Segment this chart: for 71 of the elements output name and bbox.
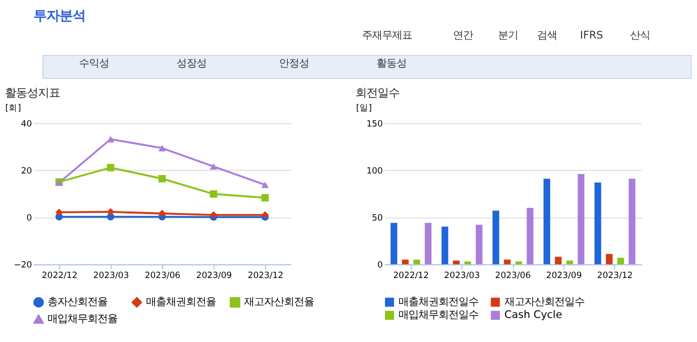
y-tick-label: 0: [377, 260, 383, 271]
chart-title: 회전일수: [356, 85, 400, 100]
x-tick-label: 2023/06: [495, 271, 531, 282]
text: 활동성: [376, 57, 407, 70]
legend-label: 재고자산회전율: [244, 296, 314, 308]
y-tick-label: 20: [21, 166, 32, 177]
bar: [390, 222, 398, 264]
text: 투자분석: [33, 9, 86, 24]
bar: [554, 256, 562, 264]
bar: [424, 222, 432, 264]
bar: [402, 260, 409, 264]
point: [210, 163, 218, 170]
bar: [442, 226, 448, 264]
text: 주재무제표: [362, 29, 412, 42]
bar: [492, 210, 500, 264]
bar: [606, 254, 613, 264]
legend-label: 매출채권회전율: [146, 296, 216, 308]
y-tick-label: 50: [372, 214, 383, 224]
legend-label: 매출채권회전일수: [398, 296, 479, 308]
text: 안정성: [278, 57, 309, 70]
y-tick-label: 150: [366, 120, 383, 130]
chart-title: 활동성지표: [4, 85, 60, 100]
text: 연간: [453, 29, 474, 42]
bar: [544, 178, 550, 264]
bar: [452, 260, 460, 264]
bar: [566, 260, 573, 264]
point: [158, 210, 166, 218]
point: [261, 194, 269, 202]
text: 성장성: [176, 57, 207, 70]
x-tick-label: 2023/09: [196, 271, 232, 282]
point: [158, 144, 166, 152]
x-tick-label: 2023/12: [248, 271, 284, 282]
y-axis-title: [회]: [5, 103, 21, 114]
x-tick-label: 2022/12: [42, 271, 78, 282]
bar: [413, 260, 420, 264]
x-tick-label: 2023/12: [597, 271, 633, 282]
y-tick-label: 40: [21, 120, 32, 130]
text: 검색: [536, 29, 557, 42]
y-axis-title: [일]: [356, 103, 372, 114]
legend-label: 재고자산회전일수: [504, 296, 584, 308]
legend-label: 총자산회전율: [48, 296, 108, 308]
bar: [594, 182, 602, 264]
text: 분기: [498, 29, 518, 42]
legend-label: Cash Cycle: [504, 309, 562, 322]
x-tick-label: 2022/12: [393, 271, 429, 282]
bar: [515, 261, 522, 264]
bar: [617, 258, 624, 264]
x-tick-label: 2023/06: [144, 271, 180, 282]
y-tick-label: 100: [366, 166, 383, 177]
bar: [464, 261, 472, 264]
point: [55, 208, 63, 216]
x-tick-label: 2023/03: [444, 271, 480, 282]
point: [261, 182, 269, 188]
bar: [628, 178, 636, 264]
bar: [476, 224, 482, 264]
point: [210, 190, 218, 198]
legend-label: 매입채무회전율: [48, 312, 118, 325]
legend-label: 매입채무회전일수: [398, 309, 479, 322]
text: 산식: [630, 29, 650, 42]
text: 수익성: [78, 57, 109, 70]
y-tick-label: −20: [14, 260, 32, 271]
y-tick-label: 0: [26, 214, 32, 224]
bar: [578, 174, 584, 264]
point: [106, 208, 114, 216]
x-tick-label: 2023/09: [546, 271, 582, 282]
point: [158, 175, 166, 182]
x-tick-label: 2023/03: [93, 271, 129, 282]
bar: [504, 260, 511, 264]
bar: [526, 208, 534, 264]
text: IFRS: [580, 29, 604, 42]
point: [106, 164, 114, 172]
